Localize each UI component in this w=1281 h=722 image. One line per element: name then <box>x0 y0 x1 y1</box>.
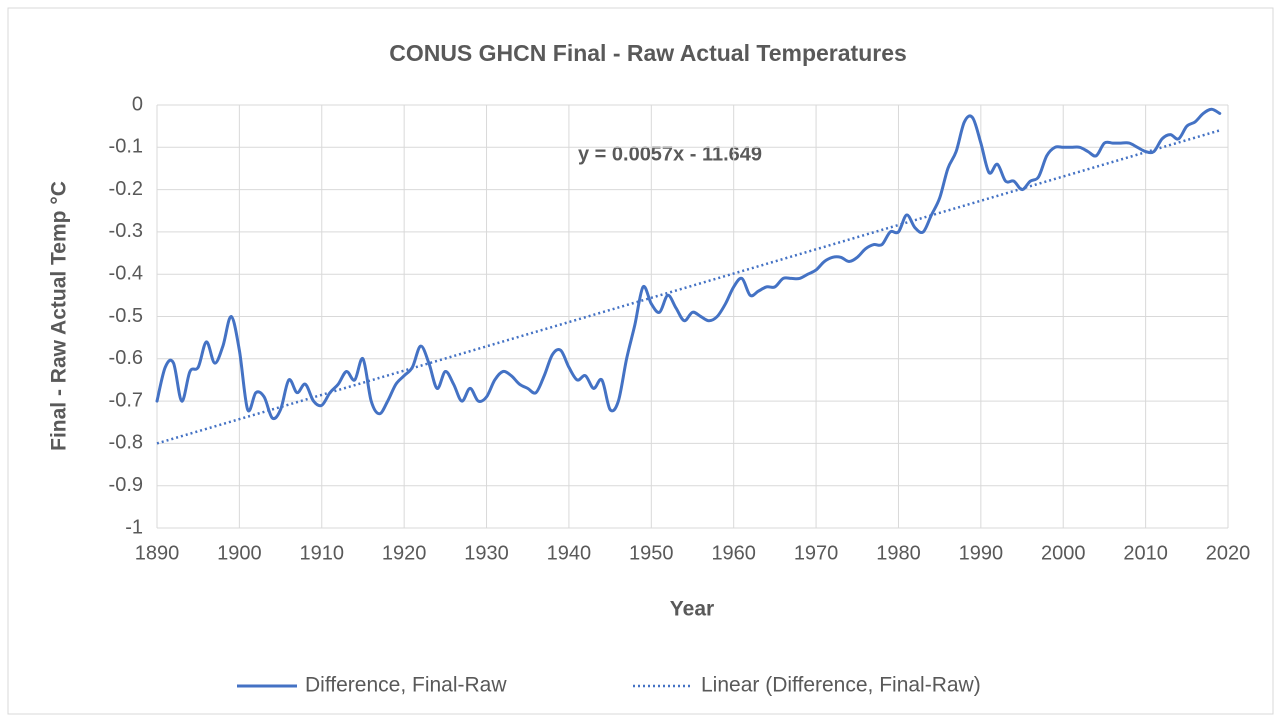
x-tick-label: 1940 <box>547 542 592 564</box>
chart-border <box>7 7 1274 715</box>
x-axis-label: Year <box>670 598 714 621</box>
y-tick-label: -0.7 <box>109 389 143 411</box>
y-tick-label: -0.5 <box>109 305 143 327</box>
x-tick-label: 2010 <box>1123 542 1168 564</box>
x-tick-label: 2000 <box>1041 542 1086 564</box>
legend-label: Linear (Difference, Final-Raw) <box>701 674 981 697</box>
y-axis-label: Final - Raw Actual Temp °C <box>48 181 71 451</box>
trend-equation: y = 0.0057x - 11.649 <box>578 143 762 165</box>
x-tick-label: 1920 <box>382 542 427 564</box>
x-tick-label: 1930 <box>464 542 509 564</box>
x-tick-label: 1900 <box>217 542 262 564</box>
y-tick-label: -0.3 <box>109 220 143 242</box>
y-tick-label: -1 <box>125 516 143 538</box>
data-line <box>155 107 1222 421</box>
x-tick-label: 2020 <box>1206 542 1251 564</box>
chart-title: CONUS GHCN Final - Raw Actual Temperatur… <box>389 40 907 66</box>
y-tick-label: -0.4 <box>109 262 143 284</box>
x-tick-label: 1990 <box>959 542 1004 564</box>
x-tick-label: 1970 <box>794 542 839 564</box>
y-tick-label: -0.6 <box>109 347 143 369</box>
y-tick-label: -0.2 <box>109 178 143 200</box>
x-tick-label: 1980 <box>876 542 921 564</box>
legend-label: Difference, Final-Raw <box>305 674 507 697</box>
x-tick-label: 1950 <box>629 542 674 564</box>
x-tick-label: 1890 <box>135 542 180 564</box>
y-tick-label: -0.9 <box>109 474 143 496</box>
x-tick-label: 1910 <box>300 542 345 564</box>
x-tick-label: 1960 <box>711 542 756 564</box>
y-tick-label: 0 <box>132 93 143 115</box>
y-tick-label: -0.8 <box>109 432 143 454</box>
y-tick-label: -0.1 <box>109 136 143 158</box>
